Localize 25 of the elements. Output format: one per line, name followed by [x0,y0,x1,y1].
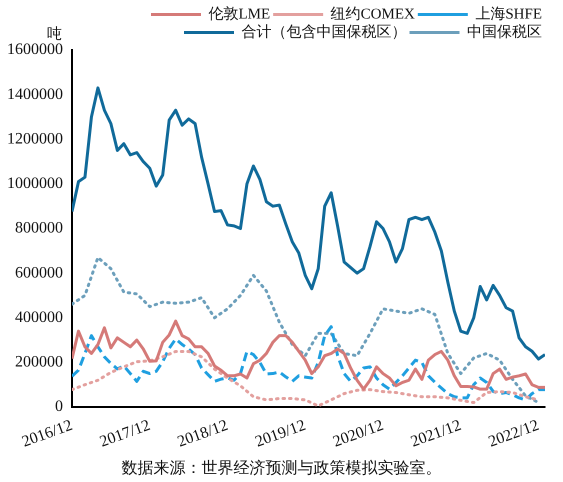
legend-label: 上海SHFE [475,5,542,22]
y-tick-label: 600000 [15,264,63,282]
x-tick-label: 2021/12 [408,416,464,451]
legend-label: 合计（包含中国保税区） [242,23,406,40]
y-tick-label: 1600000 [7,41,63,58]
source-note: 数据来源：世界经济预测与政策模拟实验室。 [120,458,442,479]
x-tick-label: 2018/12 [175,416,230,451]
legend-label: 中国保税区 [467,23,542,40]
y-tick-label: 1400000 [7,86,63,103]
y-tick-label: 800000 [15,220,63,237]
legend-label: 纽约COMEX [330,5,415,22]
line-series [72,256,540,404]
y-tick-label: 200000 [15,354,63,371]
y-tick-label: 1200000 [7,130,63,148]
x-tick-label: 2022/12 [486,416,542,451]
x-tick-label: 2019/12 [253,416,308,451]
y-tick-label: 0 [55,398,63,416]
y-axis-title: 吨 [47,25,62,42]
x-tick-label: 2016/12 [20,416,75,451]
y-tick-label: 400000 [15,308,63,326]
line-series [72,325,545,402]
x-tick-label: 2020/12 [330,416,386,451]
legend-label: 伦敦LME [208,5,270,22]
y-tick-label: 1000000 [7,175,63,192]
x-tick-label: 2017/12 [98,416,153,451]
